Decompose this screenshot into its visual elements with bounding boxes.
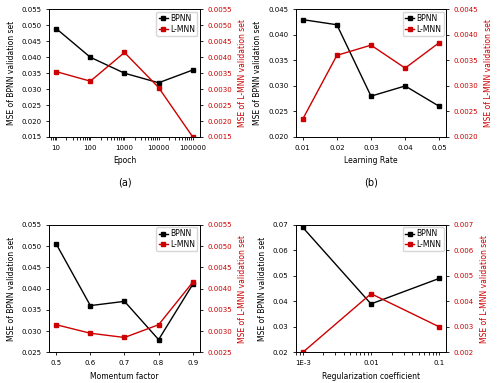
X-axis label: Epoch: Epoch: [113, 156, 136, 165]
L-MNN: [300, 117, 306, 121]
Line: L-MNN: L-MNN: [54, 280, 195, 340]
Line: BPNN: BPNN: [54, 26, 195, 85]
Line: L-MNN: L-MNN: [54, 50, 195, 139]
L-MNN: [53, 322, 59, 327]
Y-axis label: MSE of BPNN validation set: MSE of BPNN validation set: [254, 21, 262, 125]
BPNN: [334, 23, 340, 27]
BPNN: [88, 303, 94, 308]
BPNN: [436, 104, 442, 109]
BPNN: [190, 68, 196, 72]
L-MNN: [368, 43, 374, 47]
BPNN: [368, 301, 374, 306]
BPNN: [300, 225, 306, 230]
L-MNN: [402, 66, 408, 70]
BPNN: [368, 94, 374, 98]
BPNN: [436, 276, 442, 281]
L-MNN: [156, 85, 162, 90]
L-MNN: [300, 350, 306, 355]
Legend: BPNN, L-MNN: BPNN, L-MNN: [403, 12, 444, 36]
Line: L-MNN: L-MNN: [300, 291, 442, 355]
Y-axis label: MSE of L-MNN validation set: MSE of L-MNN validation set: [480, 235, 488, 343]
Line: L-MNN: L-MNN: [300, 40, 442, 121]
Y-axis label: MSE of BPNN validation set: MSE of BPNN validation set: [7, 236, 16, 341]
L-MNN: [436, 40, 442, 45]
BPNN: [190, 282, 196, 286]
X-axis label: Momentum factor: Momentum factor: [90, 372, 158, 381]
L-MNN: [122, 50, 128, 55]
L-MNN: [436, 324, 442, 329]
Legend: BPNN, L-MNN: BPNN, L-MNN: [156, 12, 198, 36]
Line: BPNN: BPNN: [54, 242, 195, 342]
BPNN: [300, 17, 306, 22]
Legend: BPNN, L-MNN: BPNN, L-MNN: [403, 227, 444, 251]
Text: (b): (b): [364, 178, 378, 188]
BPNN: [156, 337, 162, 342]
BPNN: [53, 26, 59, 31]
Line: BPNN: BPNN: [300, 17, 442, 109]
L-MNN: [334, 53, 340, 58]
Legend: BPNN, L-MNN: BPNN, L-MNN: [156, 227, 198, 251]
L-MNN: [368, 291, 374, 296]
Line: BPNN: BPNN: [300, 225, 442, 306]
BPNN: [156, 80, 162, 85]
L-MNN: [88, 79, 94, 83]
L-MNN: [156, 322, 162, 327]
Text: (a): (a): [118, 178, 132, 188]
Y-axis label: MSE of L-MNN validation set: MSE of L-MNN validation set: [238, 235, 246, 343]
Y-axis label: MSE of BPNN validation set: MSE of BPNN validation set: [7, 21, 16, 125]
L-MNN: [122, 335, 128, 340]
Y-axis label: MSE of L-MNN validation set: MSE of L-MNN validation set: [238, 19, 246, 127]
L-MNN: [190, 280, 196, 285]
X-axis label: Learning Rate: Learning Rate: [344, 156, 398, 165]
BPNN: [122, 71, 128, 75]
L-MNN: [88, 331, 94, 336]
Y-axis label: MSE of L-MNN validation set: MSE of L-MNN validation set: [484, 19, 493, 127]
L-MNN: [190, 135, 196, 139]
BPNN: [88, 55, 94, 60]
X-axis label: Regularization coefficient: Regularization coefficient: [322, 372, 420, 381]
Y-axis label: MSE of BPNN validation set: MSE of BPNN validation set: [258, 236, 267, 341]
L-MNN: [53, 69, 59, 74]
BPNN: [122, 299, 128, 304]
BPNN: [402, 83, 408, 88]
BPNN: [53, 242, 59, 246]
